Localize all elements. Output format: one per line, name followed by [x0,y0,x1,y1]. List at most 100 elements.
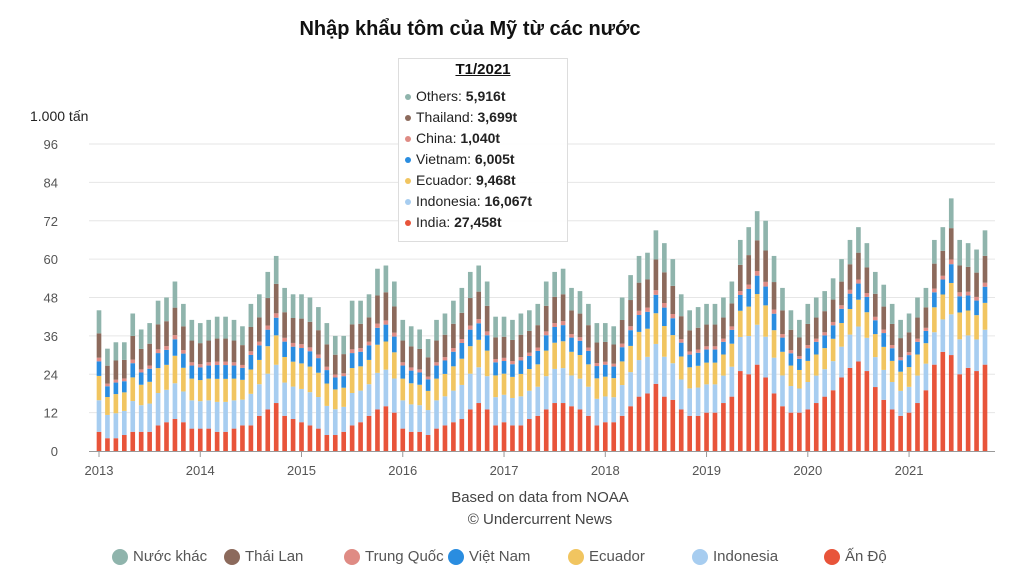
bar-segment-Ecuador[interactable] [172,355,178,384]
bar-segment-Trung Quốc[interactable] [451,348,456,352]
bar-segment-Ecuador[interactable] [231,378,237,401]
bar-segment-Trung Quốc[interactable] [645,307,650,312]
bar-segment-Thái Lan[interactable] [316,330,321,355]
bar-segment-Indonesia[interactable] [332,409,338,436]
bar-segment-Indonesia[interactable] [442,396,448,426]
bar-segment-Ấn Độ[interactable] [788,412,794,452]
bar-segment-Ecuador[interactable] [451,366,456,391]
bar-segment-Việt Nam[interactable] [366,345,372,360]
bar-segment-Indonesia[interactable] [830,361,836,391]
bar-segment-Thái Lan[interactable] [366,317,372,342]
bar-segment-Ấn Độ[interactable] [687,415,692,451]
bar-segment-Nước khác[interactable] [932,239,937,264]
bar-segment-Indonesia[interactable] [121,410,127,436]
bar-segment-Thái Lan[interactable] [611,344,617,364]
bar-segment-Thái Lan[interactable] [265,298,271,326]
bar-segment-Nước khác[interactable] [704,303,709,325]
bar-segment-Nước khác[interactable] [771,255,777,283]
bar-segment-Indonesia[interactable] [704,384,709,413]
bar-segment-Ecuador[interactable] [164,364,169,390]
bar-segment-Nước khác[interactable] [813,297,819,318]
bar-segment-Ấn Độ[interactable] [619,415,625,451]
bar-segment-Indonesia[interactable] [906,386,912,413]
bar-segment-Trung Quốc[interactable] [586,347,591,351]
bar-segment-Ấn Độ[interactable] [602,422,608,451]
bar-segment-Việt Nam[interactable] [349,353,355,369]
bar-segment-Thái Lan[interactable] [721,317,726,339]
bar-segment-Nước khác[interactable] [265,271,271,299]
bar-segment-Trung Quốc[interactable] [375,323,380,328]
bar-segment-Ecuador[interactable] [797,369,802,389]
bar-segment-Indonesia[interactable] [248,393,254,426]
bar-segment-Việt Nam[interactable] [856,283,861,300]
bar-segment-Nước khác[interactable] [307,297,313,322]
bar-segment-Ecuador[interactable] [780,351,785,376]
bar-segment-Thái Lan[interactable] [923,307,929,328]
bar-segment-Indonesia[interactable] [940,319,946,352]
bar-segment-Việt Nam[interactable] [906,355,912,368]
bar-segment-Indonesia[interactable] [451,390,456,423]
bar-segment-Ấn Độ[interactable] [257,415,262,451]
bar-segment-Ecuador[interactable] [847,309,853,335]
bar-segment-Indonesia[interactable] [408,404,414,432]
bar-segment-Việt Nam[interactable] [299,348,304,364]
bar-segment-Indonesia[interactable] [670,363,676,400]
bar-segment-Việt Nam[interactable] [822,335,827,349]
bar-segment-Nước khác[interactable] [197,323,203,344]
bar-segment-Thái Lan[interactable] [400,340,406,363]
bar-segment-Trung Quốc[interactable] [476,319,482,324]
bar-segment-Indonesia[interactable] [425,410,431,436]
bar-segment-Ecuador[interactable] [501,373,507,395]
bar-segment-Trung Quốc[interactable] [206,362,212,366]
legend-item-india[interactable]: Ấn Độ [824,548,887,566]
bar-segment-Ecuador[interactable] [552,342,557,369]
bar-segment-Ecuador[interactable] [155,368,161,393]
bar-segment-Ecuador[interactable] [805,360,811,382]
legend-item-thailand[interactable]: Thái Lan [224,548,303,566]
bar-segment-Ấn Độ[interactable] [670,399,676,451]
bar-segment-Ecuador[interactable] [484,350,490,377]
bar-segment-Trung Quốc[interactable] [417,369,422,373]
bar-segment-Ecuador[interactable] [856,299,861,327]
bar-segment-Indonesia[interactable] [383,369,389,407]
bar-segment-Ấn Độ[interactable] [408,431,414,451]
legend-item-ecuador[interactable]: Ecuador [568,548,645,566]
bar-segment-Trung Quốc[interactable] [872,316,878,321]
bar-segment-Thái Lan[interactable] [408,346,414,368]
bar-segment-Trung Quốc[interactable] [223,361,228,366]
bar-segment-Việt Nam[interactable] [282,341,287,357]
bar-segment-Trung Quốc[interactable] [712,346,718,350]
bar-segment-Ecuador[interactable] [636,331,642,361]
bar-segment-Thái Lan[interactable] [543,305,549,332]
bar-segment-Trung Quốc[interactable] [864,293,870,297]
bar-segment-Việt Nam[interactable] [425,379,431,391]
bar-segment-Việt Nam[interactable] [434,365,439,379]
bar-segment-Trung Quốc[interactable] [518,357,524,361]
bar-segment-Ấn Độ[interactable] [780,406,785,451]
bar-segment-Nước khác[interactable] [864,243,870,268]
bar-segment-Việt Nam[interactable] [231,365,237,379]
bar-segment-Ecuador[interactable] [214,378,220,402]
bar-segment-Việt Nam[interactable] [417,372,422,385]
bar-segment-Indonesia[interactable] [240,399,245,426]
bar-segment-Việt Nam[interactable] [155,353,161,369]
bar-segment-Việt Nam[interactable] [957,296,963,313]
bar-segment-Trung Quốc[interactable] [569,334,574,338]
bar-segment-Thái Lan[interactable] [164,321,169,347]
bar-segment-Việt Nam[interactable] [586,350,591,365]
bar-segment-Nước khác[interactable] [687,310,692,331]
bar-segment-Nước khác[interactable] [417,329,422,349]
bar-segment-Thái Lan[interactable] [687,330,692,352]
bar-segment-Ấn Độ[interactable] [316,428,321,451]
bar-segment-Ecuador[interactable] [290,361,296,387]
bar-segment-Ecuador[interactable] [299,363,304,389]
bar-segment-Nước khác[interactable] [898,319,903,339]
bar-segment-Thái Lan[interactable] [299,318,304,345]
bar-segment-Nước khác[interactable] [560,268,566,295]
bar-segment-Việt Nam[interactable] [527,355,532,370]
bar-segment-Ấn Độ[interactable] [147,431,152,451]
bar-segment-Ecuador[interactable] [366,359,372,385]
bar-segment-Việt Nam[interactable] [459,342,465,359]
bar-segment-Trung Quốc[interactable] [332,374,338,378]
bar-segment-Ecuador[interactable] [670,335,676,364]
